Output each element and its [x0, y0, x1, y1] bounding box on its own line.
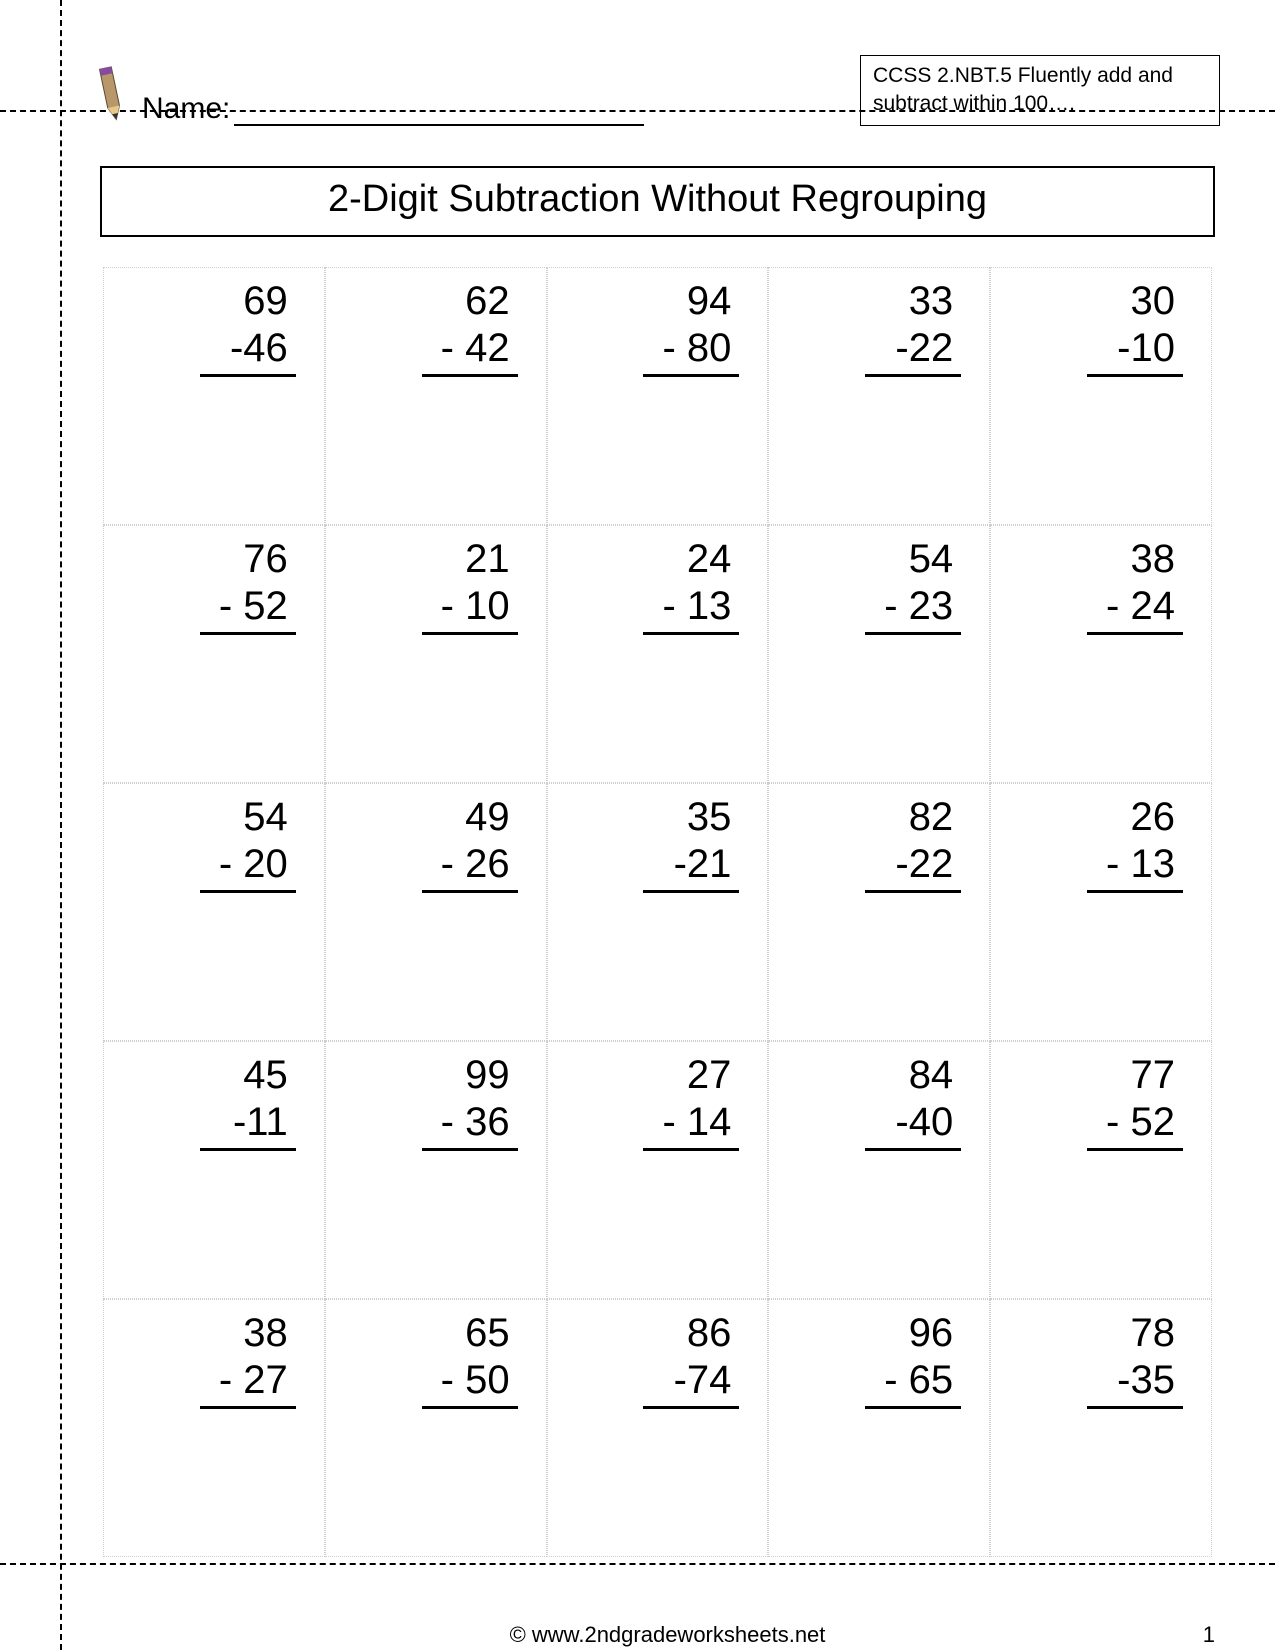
problem-cell[interactable]: 77- 52 — [990, 1041, 1212, 1299]
minuend: 96 — [779, 1310, 961, 1357]
minuend: 35 — [558, 794, 740, 841]
subtrahend: - 80 — [643, 325, 739, 377]
minuend: 65 — [336, 1310, 518, 1357]
subtrahend: - 13 — [643, 583, 739, 635]
title-text: 2-Digit Subtraction Without Regrouping — [328, 178, 987, 220]
problem-cell[interactable]: 86-74 — [547, 1299, 769, 1557]
minuend: 38 — [114, 1310, 296, 1357]
subtrahend: -35 — [1087, 1357, 1183, 1409]
minuend: 82 — [779, 794, 961, 841]
subtrahend: - 13 — [1087, 841, 1183, 893]
minuend: 86 — [558, 1310, 740, 1357]
problems-grid: 69-4662- 4294- 8033-2230-1076- 5221- 102… — [103, 267, 1212, 1557]
subtrahend: - 65 — [865, 1357, 961, 1409]
problem-cell[interactable]: 27- 14 — [547, 1041, 769, 1299]
problems-row: 54- 2049- 2635-2182-2226- 13 — [103, 783, 1212, 1041]
minuend: 77 — [1001, 1052, 1183, 1099]
ccss-text: CCSS 2.NBT.5 Fluently add and subtract w… — [873, 64, 1173, 115]
subtrahend: -40 — [865, 1099, 961, 1151]
minuend: 38 — [1001, 536, 1183, 583]
problem-cell[interactable]: 54- 20 — [103, 783, 325, 1041]
minuend: 21 — [336, 536, 518, 583]
problem-cell[interactable]: 38- 27 — [103, 1299, 325, 1557]
minuend: 26 — [1001, 794, 1183, 841]
problem-cell[interactable]: 94- 80 — [547, 267, 769, 525]
subtrahend: - 24 — [1087, 583, 1183, 635]
name-field: Name: — [142, 92, 644, 126]
minuend: 24 — [558, 536, 740, 583]
page-content: Name: CCSS 2.NBT.5 Fluently add and subt… — [60, 0, 1275, 1650]
problem-cell[interactable]: 99- 36 — [325, 1041, 547, 1299]
subtrahend: - 26 — [422, 841, 518, 893]
problem-cell[interactable]: 21- 10 — [325, 525, 547, 783]
minuend: 54 — [114, 794, 296, 841]
subtrahend: - 52 — [200, 583, 296, 635]
problem-cell[interactable]: 24- 13 — [547, 525, 769, 783]
problem-cell[interactable]: 49- 26 — [325, 783, 547, 1041]
subtrahend: - 27 — [200, 1357, 296, 1409]
subtrahend: -22 — [865, 325, 961, 377]
minuend: 62 — [336, 278, 518, 325]
subtrahend: - 14 — [643, 1099, 739, 1151]
problem-cell[interactable]: 84-40 — [768, 1041, 990, 1299]
subtrahend: - 23 — [865, 583, 961, 635]
problem-cell[interactable]: 78-35 — [990, 1299, 1212, 1557]
problem-cell[interactable]: 54- 23 — [768, 525, 990, 783]
problem-cell[interactable]: 35-21 — [547, 783, 769, 1041]
problems-row: 45-1199- 3627- 1484-4077- 52 — [103, 1041, 1212, 1299]
minuend: 69 — [114, 278, 296, 325]
subtrahend: -74 — [643, 1357, 739, 1409]
problem-cell[interactable]: 26- 13 — [990, 783, 1212, 1041]
minuend: 99 — [336, 1052, 518, 1099]
problems-row: 38- 2765- 5086-7496- 6578-35 — [103, 1299, 1212, 1557]
minuend: 84 — [779, 1052, 961, 1099]
minuend: 78 — [1001, 1310, 1183, 1357]
minuend: 76 — [114, 536, 296, 583]
problem-cell[interactable]: 69-46 — [103, 267, 325, 525]
name-input-line[interactable] — [234, 98, 644, 126]
ccss-standard-box: CCSS 2.NBT.5 Fluently add and subtract w… — [860, 55, 1220, 126]
problems-row: 69-4662- 4294- 8033-2230-10 — [103, 267, 1212, 525]
problem-cell[interactable]: 38- 24 — [990, 525, 1212, 783]
subtrahend: - 52 — [1087, 1099, 1183, 1151]
subtrahend: - 36 — [422, 1099, 518, 1151]
minuend: 45 — [114, 1052, 296, 1099]
problem-cell[interactable]: 82-22 — [768, 783, 990, 1041]
copyright-text: © www.2ndgradeworksheets.net — [60, 1622, 1275, 1648]
minuend: 33 — [779, 278, 961, 325]
minuend: 30 — [1001, 278, 1183, 325]
subtrahend: -10 — [1087, 325, 1183, 377]
subtrahend: -22 — [865, 841, 961, 893]
problem-cell[interactable]: 45-11 — [103, 1041, 325, 1299]
problem-cell[interactable]: 62- 42 — [325, 267, 547, 525]
minuend: 49 — [336, 794, 518, 841]
subtrahend: - 20 — [200, 841, 296, 893]
pencil-icon — [95, 65, 128, 123]
subtrahend: -11 — [200, 1099, 296, 1151]
minuend: 54 — [779, 536, 961, 583]
problems-row: 76- 5221- 1024- 1354- 2338- 24 — [103, 525, 1212, 783]
problem-cell[interactable]: 76- 52 — [103, 525, 325, 783]
subtrahend: -21 — [643, 841, 739, 893]
header: Name: CCSS 2.NBT.5 Fluently add and subt… — [95, 30, 1220, 126]
minuend: 94 — [558, 278, 740, 325]
subtrahend: - 10 — [422, 583, 518, 635]
problem-cell[interactable]: 96- 65 — [768, 1299, 990, 1557]
problem-cell[interactable]: 30-10 — [990, 267, 1212, 525]
subtrahend: - 50 — [422, 1357, 518, 1409]
subtrahend: - 42 — [422, 325, 518, 377]
worksheet-title: 2-Digit Subtraction Without Regrouping — [100, 166, 1215, 237]
name-label: Name: — [142, 92, 230, 126]
problem-cell[interactable]: 33-22 — [768, 267, 990, 525]
problem-cell[interactable]: 65- 50 — [325, 1299, 547, 1557]
subtrahend: -46 — [200, 325, 296, 377]
page-number: 1 — [1203, 1622, 1215, 1648]
minuend: 27 — [558, 1052, 740, 1099]
